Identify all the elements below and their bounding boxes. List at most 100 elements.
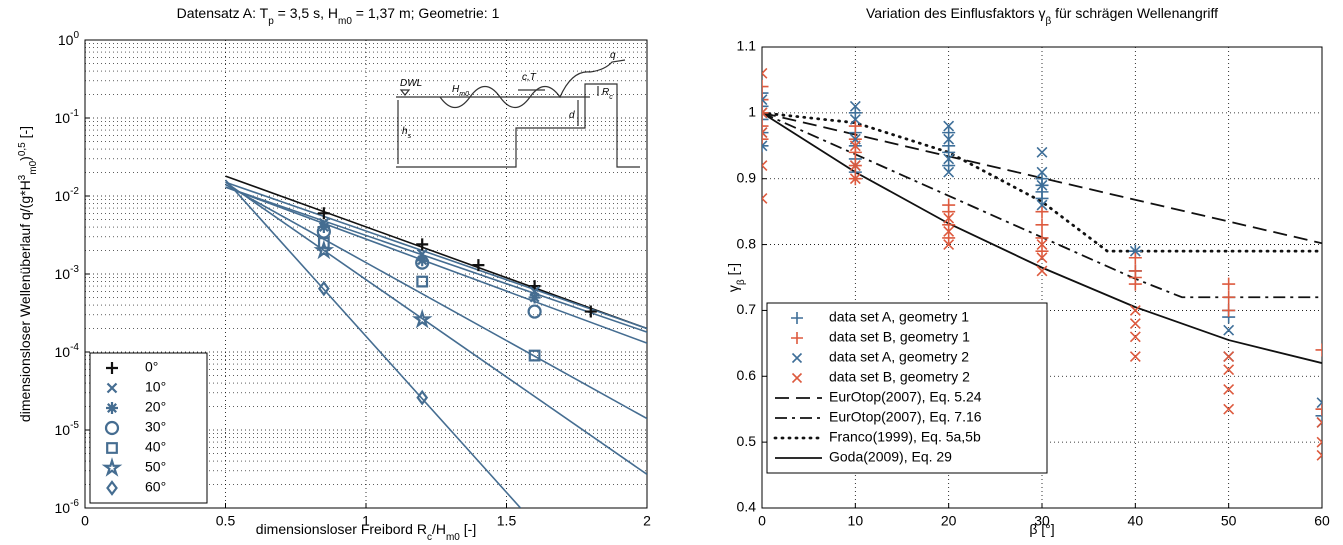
marker [415, 255, 430, 270]
y-axis-label: γβ [-] [725, 263, 747, 292]
x-tick-label: 1 [362, 513, 370, 529]
inset-label-part: DWL [400, 78, 422, 89]
chart-title-part: = 1,37 m; Geometrie: 1 [352, 5, 500, 21]
marker [942, 159, 956, 173]
marker [849, 173, 861, 185]
marker [762, 112, 769, 126]
fit-line [225, 181, 647, 330]
marker [1223, 364, 1235, 376]
marker [1316, 449, 1322, 461]
marker [584, 305, 597, 318]
marker [1035, 231, 1049, 245]
inset-label-part: s [408, 133, 412, 140]
x-axis-label-part: [-] [460, 521, 476, 537]
inset-label-part: c,T [522, 72, 537, 83]
marker [943, 133, 955, 145]
fit-line [225, 181, 647, 476]
y-axis-label-part: γ [725, 285, 741, 292]
legend-marker [106, 382, 118, 394]
marker [1223, 384, 1235, 395]
legend-marker [791, 372, 803, 384]
marker [1315, 343, 1322, 357]
chart-title-part: Variation des Einflusfaktors γ [866, 5, 1046, 21]
marker [317, 280, 330, 297]
marker [849, 140, 861, 152]
fit-line [224, 179, 522, 508]
inset-label-part: d [569, 110, 575, 121]
legend-label: data set A, geometry 1 [829, 309, 969, 325]
legend-label: 0° [145, 359, 158, 375]
marker [943, 166, 955, 178]
y-tick-label: 10-6 [55, 498, 80, 516]
y-tick-label: 0.8 [737, 235, 757, 251]
marker [1035, 244, 1049, 258]
x-tick-label: 2 [643, 513, 651, 529]
marker [528, 349, 541, 362]
x-tick-label: 1.5 [497, 513, 517, 529]
marker [1036, 166, 1048, 178]
legend-marker [791, 332, 803, 344]
inset-label: DWL [400, 78, 422, 89]
marker [317, 221, 330, 234]
marker [848, 119, 862, 133]
legend-label: Franco(1999), Eq. 5a,5b [829, 429, 981, 445]
x-axis-label-part: /H [432, 521, 446, 537]
legend-label: data set B, geometry 1 [829, 329, 970, 345]
marker [1222, 303, 1236, 317]
y-tick-label: 100 [58, 30, 80, 48]
x-tick-label: 50 [1221, 513, 1237, 529]
y-axis-label-part: 0,5 [17, 142, 28, 156]
dwl-marker [399, 89, 411, 96]
marker [762, 67, 768, 79]
wave [439, 59, 626, 109]
marker [1315, 402, 1322, 416]
legend-label: 50° [145, 459, 166, 475]
x-axis-label-part: m0 [446, 532, 460, 541]
y-tick-label: 0.5 [737, 433, 757, 449]
marker [1315, 409, 1322, 423]
legend-label: data set B, geometry 2 [829, 369, 970, 385]
marker [943, 212, 955, 224]
marker [762, 86, 769, 100]
fit-line [225, 186, 647, 333]
y-axis-label-part: 3 [17, 174, 28, 180]
marker [1129, 245, 1141, 257]
marker [1036, 239, 1048, 251]
y-tick-label-exponent: -6 [70, 498, 79, 509]
y-tick-label-base: 10 [55, 188, 71, 204]
plot-area [224, 175, 647, 508]
marker [942, 231, 956, 245]
marker [1128, 264, 1142, 278]
marker [762, 132, 769, 146]
marker [1223, 351, 1235, 362]
y-tick-label-base: 10 [55, 110, 71, 126]
legend-marker [106, 402, 118, 414]
y-tick-label: 10-1 [55, 108, 80, 126]
marker [1128, 251, 1142, 265]
marker [317, 207, 330, 220]
inset-label-part: h [402, 126, 408, 137]
x-tick-label: 10 [848, 513, 864, 529]
y-axis-label-part: [-] [725, 263, 741, 279]
marker [762, 107, 768, 119]
marker [411, 308, 433, 329]
inset-label: q [610, 50, 616, 61]
y-tick-label: 10-3 [55, 264, 80, 282]
marker [762, 127, 768, 139]
inset-label-part: m0 [459, 91, 469, 98]
y-tick-label: 10-2 [55, 186, 80, 204]
inset-label: Hm0 [452, 84, 469, 98]
y-axis-label-part: ) [17, 156, 33, 161]
y-tick-label-base: 10 [58, 32, 74, 48]
marker [1223, 403, 1235, 415]
marker [1129, 331, 1141, 343]
marker [762, 126, 769, 140]
x-axis-label: dimensionsloser Freibord Rc/Hm0 [-] [256, 521, 476, 540]
y-tick-label-base: 10 [55, 344, 71, 360]
marker [762, 140, 768, 152]
y-tick-label-exponent: -3 [70, 264, 79, 275]
legend-label: EurOtop(2007), Eq. 7.16 [829, 409, 982, 425]
marker [762, 80, 769, 94]
legend-label: 20° [145, 399, 166, 415]
marker [943, 120, 955, 132]
